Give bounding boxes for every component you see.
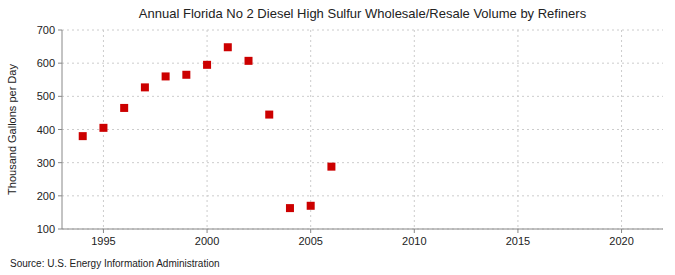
y-tick-label: 700 <box>37 24 55 36</box>
y-tick <box>58 30 62 31</box>
point <box>99 124 107 132</box>
y-tick-label: 100 <box>37 223 55 235</box>
y-tick-label: 600 <box>37 57 55 69</box>
y-grid-line <box>62 162 663 163</box>
x-tick-label: 2010 <box>402 235 426 247</box>
x-tick <box>207 229 208 233</box>
y-tick-label: 200 <box>37 190 55 202</box>
x-axis-line <box>62 229 663 230</box>
y-tick <box>58 195 62 196</box>
y-tick <box>58 129 62 130</box>
x-tick <box>103 229 104 233</box>
title: Annual Florida No 2 Diesel High Sulfur W… <box>139 6 587 21</box>
y-tick-label: 300 <box>37 157 55 169</box>
chart-container: 1995 2000 2005 2010 2015 2020 100 200 300 400 500 6… <box>0 0 675 275</box>
point <box>120 104 128 112</box>
point <box>162 72 170 80</box>
y-tick <box>58 162 62 163</box>
y-grid-line <box>62 229 663 230</box>
x-tick <box>621 229 622 233</box>
y-tick-label: 500 <box>37 90 55 102</box>
point <box>224 43 232 51</box>
y-grid-line <box>62 96 663 97</box>
y-grid-line <box>62 63 663 64</box>
y-tick-label: 400 <box>37 124 55 136</box>
chart-svg: 1995 2000 2005 2010 2015 2020 100 200 300 400 500 6… <box>0 0 675 275</box>
y-tick <box>58 63 62 64</box>
points <box>79 43 336 212</box>
point <box>265 111 273 119</box>
x-tick <box>310 229 311 233</box>
grid <box>62 30 663 229</box>
axes: 1995 2000 2005 2010 2015 2020 100 200 300 400 500 6… <box>37 24 634 247</box>
point <box>203 61 211 69</box>
y-tick <box>58 229 62 230</box>
x-tick <box>517 229 518 233</box>
x-grid-line <box>621 30 622 229</box>
point <box>307 202 315 210</box>
point <box>141 83 149 91</box>
point <box>182 71 190 79</box>
y-axis-label: Thousand Gallons per Day <box>6 64 18 195</box>
x-tick-label: 1995 <box>91 235 115 247</box>
x-tick-label: 2020 <box>609 235 633 247</box>
x-grid-line <box>310 30 311 229</box>
x-tick-label: 2015 <box>506 235 530 247</box>
point <box>286 204 294 212</box>
point <box>327 163 335 171</box>
x-tick-label: 2000 <box>195 235 219 247</box>
point <box>245 57 253 65</box>
x-tick <box>414 229 415 233</box>
y-grid-line <box>62 129 663 130</box>
x-tick-label: 2005 <box>298 235 322 247</box>
y-grid-line <box>62 30 663 31</box>
point <box>79 132 87 140</box>
source-note: Source: U.S. Energy Information Administ… <box>10 258 220 269</box>
y-grid-line <box>62 195 663 196</box>
y-tick <box>58 96 62 97</box>
